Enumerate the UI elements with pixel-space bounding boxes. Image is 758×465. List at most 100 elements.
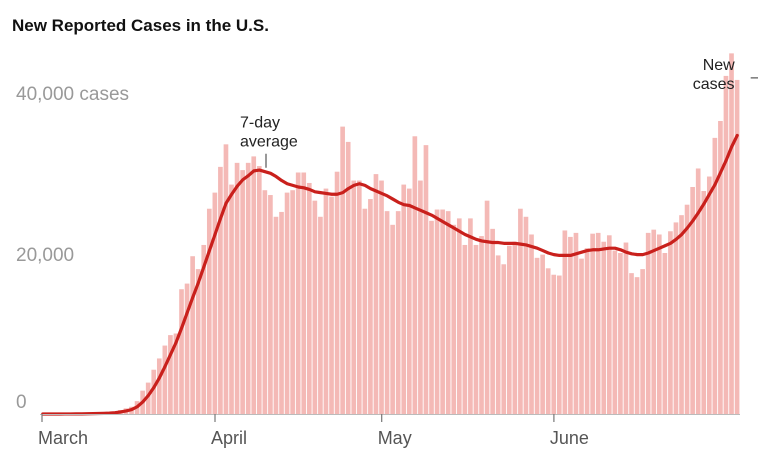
bar-day-63	[390, 224, 395, 414]
bar-day-60	[373, 174, 379, 414]
new-cases-bars	[62, 53, 740, 415]
bar-day-119	[701, 191, 707, 414]
bar-day-45	[290, 190, 295, 414]
bar-day-32	[218, 166, 223, 414]
bar-day-61	[379, 180, 384, 414]
bar-day-66	[406, 188, 412, 414]
bar-day-114	[673, 222, 679, 414]
bar-day-102	[606, 235, 612, 414]
bar-day-94	[562, 230, 568, 414]
bar-day-33	[223, 144, 229, 414]
bar-day-78	[473, 244, 479, 414]
bar-day-48	[306, 182, 312, 414]
bar-day-52	[329, 196, 334, 414]
bar-day-56	[351, 180, 357, 414]
x-tick-label: June	[550, 428, 589, 448]
bar-day-92	[551, 274, 557, 414]
bar-day-111	[656, 234, 662, 414]
bar-day-29	[201, 244, 207, 414]
bar-day-124	[729, 53, 734, 415]
bar-day-57	[356, 180, 362, 414]
bar-day-90	[540, 254, 545, 414]
bar-day-72	[440, 209, 445, 414]
bar-day-68	[418, 180, 423, 414]
bar-day-79	[479, 236, 484, 414]
annotations: 7-day average New cases	[240, 57, 758, 168]
chart-title: New Reported Cases in the U.S.	[12, 16, 269, 35]
bar-day-97	[579, 258, 584, 414]
bar-day-117	[690, 186, 695, 414]
bar-day-112	[662, 253, 668, 414]
bar-day-105	[623, 242, 629, 414]
bar-day-82	[495, 255, 501, 414]
bar-day-58	[362, 208, 368, 414]
y-tick-label: 40,000 cases	[16, 84, 129, 105]
bar-day-64	[395, 211, 401, 414]
bar-day-98	[584, 248, 590, 414]
bar-day-91	[545, 268, 551, 414]
bar-day-87	[523, 216, 529, 414]
bar-day-96	[573, 232, 579, 415]
bar-day-116	[684, 204, 690, 414]
bar-day-67	[412, 136, 418, 414]
bar-day-54	[340, 126, 345, 415]
bar-day-40	[262, 190, 268, 414]
avg-annotation-text: 7-day	[240, 115, 280, 132]
bar-day-93	[556, 275, 562, 414]
bar-day-73	[445, 211, 451, 414]
new-cases-annotation-text: cases	[693, 76, 735, 93]
x-tick-label: May	[378, 428, 412, 448]
bar-day-23	[168, 335, 173, 414]
bar-day-37	[245, 162, 251, 414]
bar-day-123	[723, 75, 729, 415]
bar-day-55	[345, 141, 351, 414]
bar-day-76	[462, 244, 468, 414]
bar-day-26	[184, 283, 190, 414]
bar-day-115	[679, 215, 684, 414]
bar-day-53	[334, 171, 340, 414]
bar-day-28	[195, 269, 201, 414]
bar-day-24	[173, 333, 179, 414]
bar-day-99	[590, 233, 595, 414]
bar-day-104	[618, 253, 623, 414]
bar-day-27	[190, 256, 195, 414]
bar-day-71	[434, 209, 440, 414]
bar-day-100	[595, 232, 601, 415]
bar-day-21	[156, 358, 162, 414]
bar-day-38	[251, 156, 257, 414]
bar-day-36	[240, 170, 245, 414]
bar-day-31	[212, 192, 218, 414]
bar-day-43	[279, 211, 284, 414]
bar-day-89	[534, 257, 540, 414]
bar-day-106	[629, 273, 634, 415]
bar-day-44	[284, 192, 290, 414]
bar-day-65	[401, 184, 407, 414]
y-tick-label: 20,000	[16, 245, 74, 266]
bar-day-95	[568, 236, 573, 414]
x-tick-label: April	[211, 428, 247, 448]
bar-day-80	[484, 200, 490, 414]
bar-day-118	[695, 168, 701, 414]
bar-day-34	[229, 184, 234, 414]
bar-day-30	[206, 208, 212, 414]
bar-day-42	[273, 216, 279, 414]
bar-day-75	[456, 218, 462, 414]
bar-day-22	[162, 345, 168, 414]
bar-day-108	[640, 269, 645, 414]
bar-day-69	[423, 145, 429, 414]
bar-day-85	[512, 241, 518, 414]
bar-day-120	[706, 176, 712, 414]
bar-day-77	[468, 218, 473, 414]
x-axis-ticks: March April May June	[38, 414, 589, 448]
bar-day-51	[323, 188, 329, 414]
bar-day-19	[145, 382, 151, 414]
bar-day-84	[506, 245, 512, 414]
bar-day-20	[151, 369, 157, 414]
bar-day-59	[368, 199, 373, 414]
bar-day-88	[529, 234, 534, 414]
y-axis-ticks: 0 20,000 40,000 cases	[16, 84, 129, 413]
bar-day-39	[256, 166, 262, 414]
bar-day-46	[295, 172, 301, 414]
x-tick-label: March	[38, 428, 88, 448]
